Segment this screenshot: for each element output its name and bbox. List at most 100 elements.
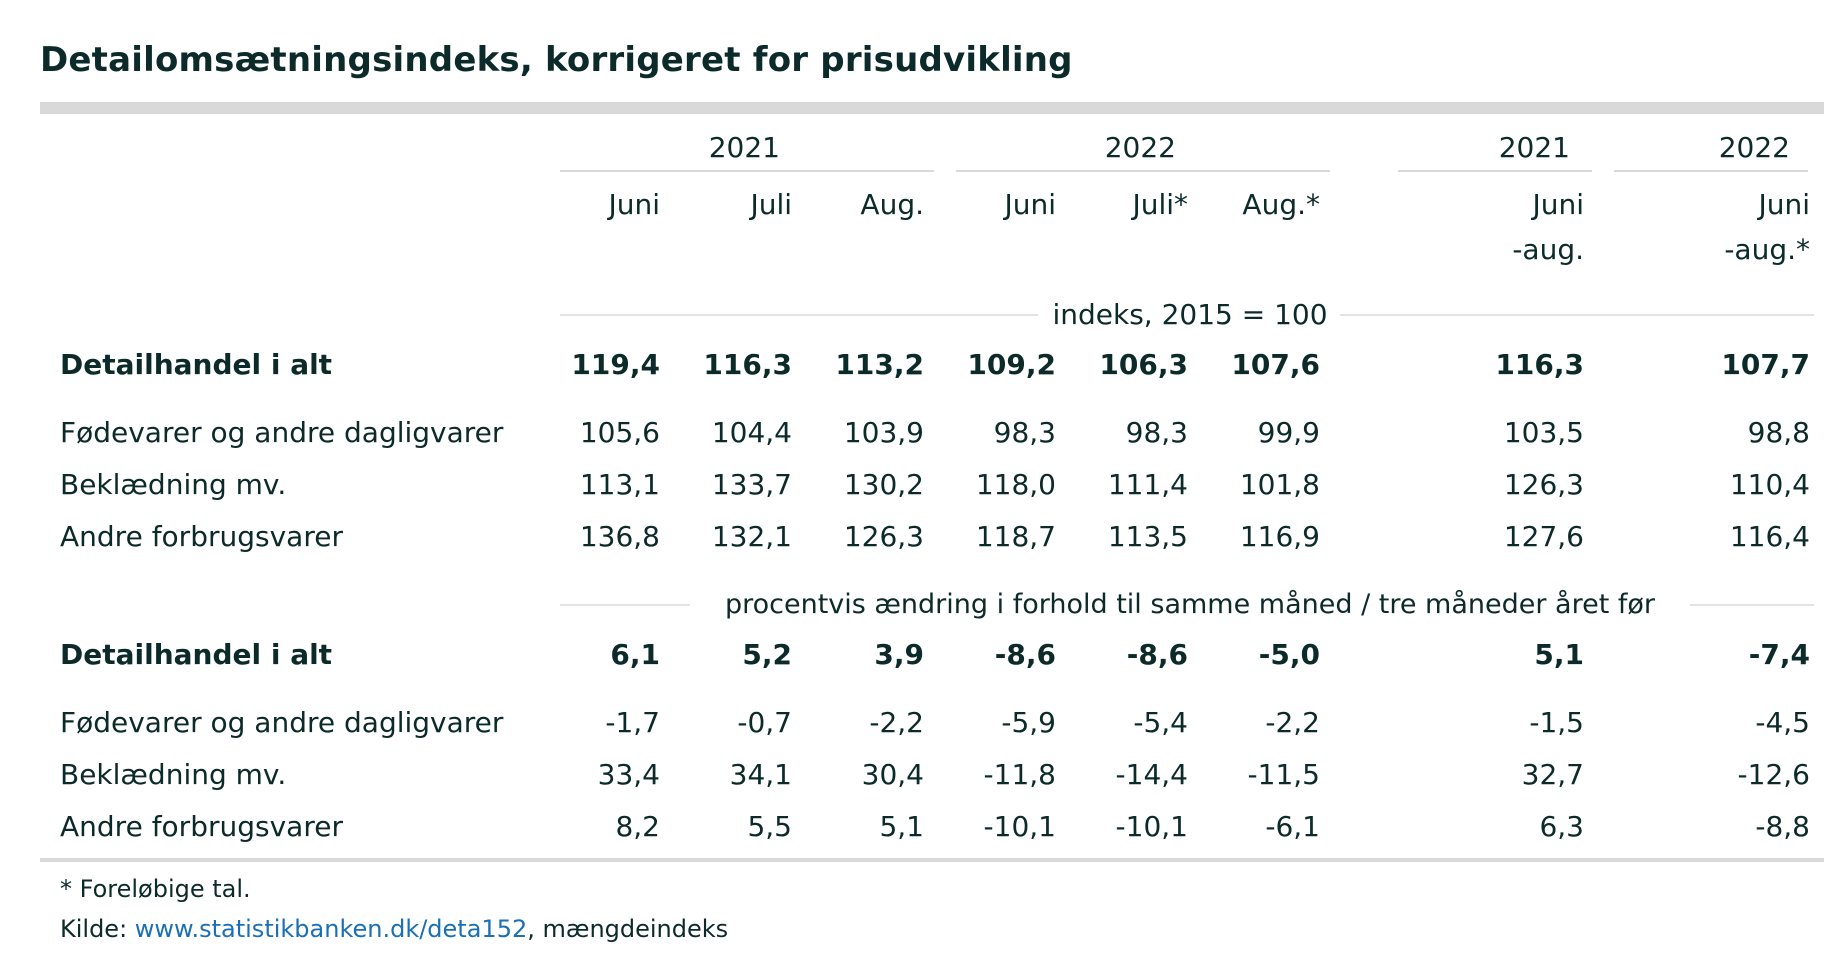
cell: 101,8	[1239, 468, 1320, 501]
row-label: Detailhandel i alt	[60, 348, 333, 381]
cell: 5,5	[747, 810, 792, 843]
cell: 136,8	[579, 520, 660, 553]
cell: 33,4	[597, 758, 660, 791]
cell: -6,1	[1265, 810, 1320, 843]
cell: 30,4	[861, 758, 924, 791]
year-header-2022-period: 2022	[1718, 131, 1790, 164]
cell: 105,6	[579, 416, 660, 449]
cell: 98,3	[993, 416, 1056, 449]
year-header-2022: 2022	[1104, 131, 1176, 164]
bottom-rule	[40, 858, 1824, 862]
cell: -1,5	[1529, 706, 1584, 739]
month-header: Juni	[1004, 188, 1056, 221]
cell: 6,1	[610, 638, 660, 671]
cell: 5,1	[1534, 638, 1584, 671]
cell: -5,9	[1001, 706, 1056, 739]
cell: -14,4	[1115, 758, 1188, 791]
month-header: Juni	[608, 188, 660, 221]
source-prefix: Kilde:	[60, 915, 135, 943]
unit-rule-left	[560, 314, 1038, 316]
month-header: Juli	[750, 188, 792, 221]
cell: 118,0	[975, 468, 1056, 501]
row-label: Andre forbrugsvarer	[60, 520, 343, 553]
table-title: Detailomsætningsindeks, korrigeret for p…	[40, 40, 1073, 80]
cell: -11,8	[983, 758, 1056, 791]
cell: 3,9	[874, 638, 924, 671]
cell: 130,2	[843, 468, 924, 501]
unit-label-percent: procentvis ændring i forhold til samme m…	[724, 589, 1656, 620]
cell: 113,1	[579, 468, 660, 501]
source-link[interactable]: www.statistikbanken.dk/deta152	[134, 915, 528, 943]
row-label: Beklædning mv.	[60, 758, 287, 791]
cell: 5,1	[879, 810, 924, 843]
cell: 107,6	[1231, 348, 1320, 381]
cell: -2,2	[1265, 706, 1320, 739]
cell: 98,3	[1125, 416, 1188, 449]
cell: -8,8	[1755, 810, 1810, 843]
cell: 116,4	[1729, 520, 1810, 553]
cell: 107,7	[1721, 348, 1810, 381]
cell: 116,3	[1495, 348, 1584, 381]
cell: 113,5	[1107, 520, 1188, 553]
row-label: Fødevarer og andre dagligvarer	[60, 416, 504, 449]
cell: -10,1	[1115, 810, 1188, 843]
period-header: -aug.*	[1724, 233, 1810, 266]
month-header: Aug.*	[1242, 188, 1320, 221]
source-line: Kilde: www.statistikbanken.dk/deta152, m…	[60, 915, 728, 943]
period-header: Juni	[1758, 188, 1810, 221]
cell: -2,2	[869, 706, 924, 739]
cell: -4,5	[1755, 706, 1810, 739]
year-header-2021: 2021	[708, 131, 780, 164]
month-header: Aug.	[860, 188, 924, 221]
unit-rule-left	[560, 604, 690, 606]
cell: -12,6	[1737, 758, 1810, 791]
cell: -5,4	[1133, 706, 1188, 739]
period-header: -aug.	[1512, 233, 1584, 266]
cell: 98,8	[1747, 416, 1810, 449]
cell: 127,6	[1503, 520, 1584, 553]
year-group-rule	[956, 170, 1330, 172]
cell: 111,4	[1107, 468, 1188, 501]
footnote: * Foreløbige tal.	[60, 875, 251, 903]
cell: 99,9	[1257, 416, 1320, 449]
cell: 126,3	[1503, 468, 1584, 501]
period-header: Juni	[1532, 188, 1584, 221]
unit-label-index: indeks, 2015 = 100	[1052, 298, 1328, 331]
unit-rule-right	[1690, 604, 1814, 606]
cell: 110,4	[1729, 468, 1810, 501]
cell: 132,1	[711, 520, 792, 553]
source-suffix: , mængdeindeks	[527, 915, 729, 943]
cell: 103,9	[843, 416, 924, 449]
year-group-rule	[1398, 170, 1592, 172]
cell: 116,9	[1239, 520, 1320, 553]
cell: -8,6	[994, 638, 1056, 671]
cell: -0,7	[737, 706, 792, 739]
cell: 32,7	[1521, 758, 1584, 791]
month-header: Juli*	[1132, 188, 1188, 221]
cell: 109,2	[967, 348, 1056, 381]
cell: -1,7	[605, 706, 660, 739]
row-label: Fødevarer og andre dagligvarer	[60, 706, 504, 739]
cell: 8,2	[615, 810, 660, 843]
row-label: Detailhandel i alt	[60, 638, 333, 671]
cell: 116,3	[703, 348, 792, 381]
cell: -11,5	[1247, 758, 1320, 791]
unit-rule-right	[1340, 314, 1814, 316]
cell: 118,7	[975, 520, 1056, 553]
cell: 119,4	[571, 348, 660, 381]
cell: 104,4	[711, 416, 792, 449]
year-group-rule	[1614, 170, 1808, 172]
cell: 6,3	[1539, 810, 1584, 843]
cell: 133,7	[711, 468, 792, 501]
cell: 5,2	[742, 638, 792, 671]
row-label: Beklædning mv.	[60, 468, 287, 501]
cell: 103,5	[1503, 416, 1584, 449]
cell: 113,2	[835, 348, 924, 381]
cell: -10,1	[983, 810, 1056, 843]
cell: -5,0	[1258, 638, 1320, 671]
row-label: Andre forbrugsvarer	[60, 810, 343, 843]
cell: -7,4	[1748, 638, 1810, 671]
cell: 106,3	[1099, 348, 1188, 381]
cell: 126,3	[843, 520, 924, 553]
year-header-2021-period: 2021	[1498, 131, 1570, 164]
